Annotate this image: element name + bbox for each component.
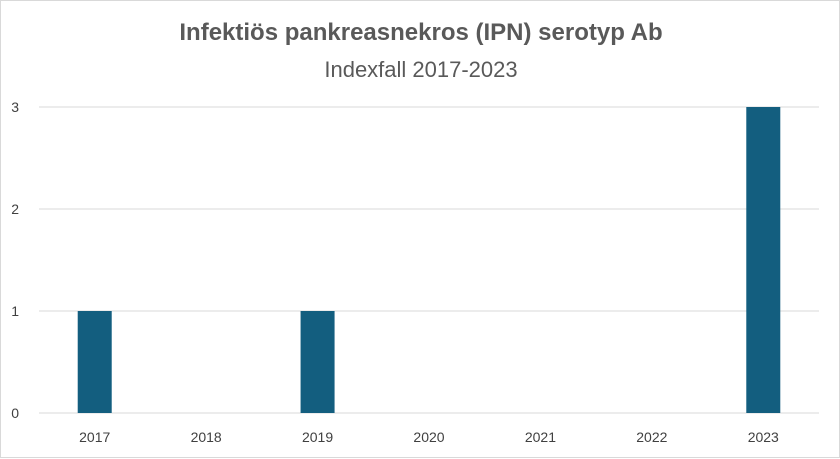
bar-2023[interactable] <box>746 107 781 413</box>
y-tick-label: 1 <box>11 303 19 319</box>
x-tick-label: 2023 <box>748 429 779 445</box>
x-tick-label: 2017 <box>79 429 110 445</box>
chart-title: Infektiös pankreasnekros (IPN) serotyp A… <box>179 19 663 46</box>
x-tick-label: 2018 <box>191 429 222 445</box>
x-tick-label: 2020 <box>413 429 444 445</box>
y-tick-label: 2 <box>11 201 19 217</box>
x-tick-label: 2022 <box>636 429 667 445</box>
x-tick-label: 2021 <box>525 429 556 445</box>
y-tick-label: 0 <box>11 405 19 421</box>
y-tick-label: 3 <box>11 99 19 115</box>
bar-2019[interactable] <box>300 311 335 413</box>
x-tick-label: 2019 <box>302 429 333 445</box>
chart-subtitle: Indexfall 2017-2023 <box>324 57 518 82</box>
bar-2017[interactable] <box>77 311 112 413</box>
